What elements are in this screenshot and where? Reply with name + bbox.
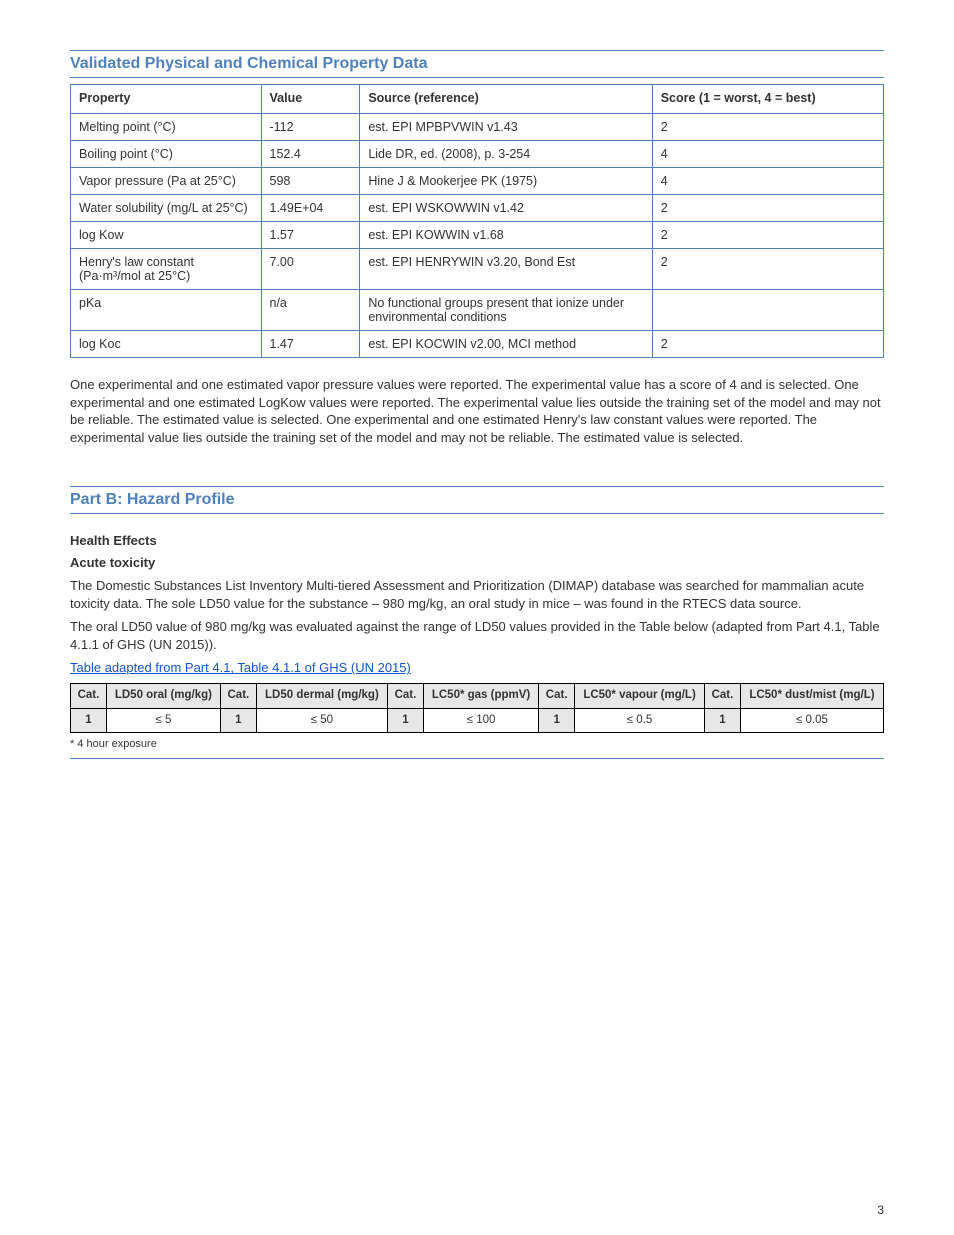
ld50-header-row: Cat.LD50 oral (mg/kg)Cat.LD50 dermal (mg… [71, 684, 884, 709]
properties-table: Property Value Source (reference) Score … [70, 84, 884, 358]
acute-toxicity-para-2: The oral LD50 value of 980 mg/kg was eva… [70, 618, 884, 653]
heading-health-effects: Health Effects [70, 532, 884, 550]
ld50-cell: ≤ 0.5 [575, 708, 705, 733]
table-cell: Melting point (°C) [71, 114, 262, 141]
section-title-validated-properties: Validated Physical and Chemical Property… [70, 50, 884, 78]
table-row: pKan/aNo functional groups present that … [71, 290, 884, 331]
table-cell: pKa [71, 290, 262, 331]
props-col-value: Value [261, 85, 360, 114]
ld50-lookup-table: Cat.LD50 oral (mg/kg)Cat.LD50 dermal (mg… [70, 683, 884, 733]
table-cell: log Kow [71, 222, 262, 249]
table-row: log Kow1.57est. EPI KOWWIN v1.682 [71, 222, 884, 249]
table-cell: est. EPI WSKOWWIN v1.42 [360, 195, 652, 222]
acute-toxicity-para-1: The Domestic Substances List Inventory M… [70, 577, 884, 612]
heading-acute-toxicity: Acute toxicity [70, 554, 884, 572]
table-row: Water solubility (mg/L at 25°C)1.49E+04e… [71, 195, 884, 222]
ld50-col: Cat. [220, 684, 256, 709]
table-cell: 1.57 [261, 222, 360, 249]
ld50-cell: 1 [704, 708, 740, 733]
table-row: log Koc1.47est. EPI KOCWIN v2.00, MCI me… [71, 331, 884, 358]
properties-commentary: One experimental and one estimated vapor… [70, 376, 884, 446]
ld50-col: LD50 dermal (mg/kg) [256, 684, 387, 709]
table-cell: 4 [652, 168, 883, 195]
section-title-part-b: Part B: Hazard Profile [70, 486, 884, 514]
table-cell: No functional groups present that ionize… [360, 290, 652, 331]
table-cell: -112 [261, 114, 360, 141]
table-cell: 2 [652, 249, 883, 290]
ld50-col: Cat. [539, 684, 575, 709]
ld50-cell: 1 [387, 708, 423, 733]
footer-rule [70, 758, 884, 759]
table-cell: 152.4 [261, 141, 360, 168]
table-cell: 7.00 [261, 249, 360, 290]
props-col-source: Source (reference) [360, 85, 652, 114]
table-cell: 1.47 [261, 331, 360, 358]
table-cell: Lide DR, ed. (2008), p. 3-254 [360, 141, 652, 168]
table-cell: log Koc [71, 331, 262, 358]
ld50-cell: 1 [539, 708, 575, 733]
props-col-property: Property [71, 85, 262, 114]
ld50-col: LC50* dust/mist (mg/L) [740, 684, 883, 709]
ld50-col: LD50 oral (mg/kg) [106, 684, 220, 709]
ld50-cell: 1 [71, 708, 107, 733]
table-cell: 1.49E+04 [261, 195, 360, 222]
ld50-cell: 1 [220, 708, 256, 733]
table-cell: 598 [261, 168, 360, 195]
table-row: Vapor pressure (Pa at 25°C)598Hine J & M… [71, 168, 884, 195]
props-col-score: Score (1 = worst, 4 = best) [652, 85, 883, 114]
ld50-col: LC50* vapour (mg/L) [575, 684, 705, 709]
properties-table-body: Melting point (°C)-112est. EPI MPBPVWIN … [71, 114, 884, 358]
page-number: 3 [877, 1203, 884, 1217]
ld50-cell: ≤ 0.05 [740, 708, 883, 733]
table-cell: Vapor pressure (Pa at 25°C) [71, 168, 262, 195]
table-row: Boiling point (°C)152.4Lide DR, ed. (200… [71, 141, 884, 168]
table-row: Henry's law constant (Pa·m³/mol at 25°C)… [71, 249, 884, 290]
ld50-col: Cat. [704, 684, 740, 709]
ld50-cell: ≤ 50 [256, 708, 387, 733]
table-cell: 2 [652, 195, 883, 222]
table-cell: est. EPI HENRYWIN v3.20, Bond Est [360, 249, 652, 290]
table-cell: 4 [652, 141, 883, 168]
table-cell [652, 290, 883, 331]
table-cell: Henry's law constant (Pa·m³/mol at 25°C) [71, 249, 262, 290]
ld50-col: Cat. [387, 684, 423, 709]
table-row: Melting point (°C)-112est. EPI MPBPVWIN … [71, 114, 884, 141]
ghs-table-link[interactable]: Table adapted from Part 4.1, Table 4.1.1… [70, 660, 411, 675]
table-cell: est. EPI MPBPVWIN v1.43 [360, 114, 652, 141]
table-cell: 2 [652, 222, 883, 249]
ld50-col: LC50* gas (ppmV) [423, 684, 538, 709]
table-cell: Boiling point (°C) [71, 141, 262, 168]
table-cell: Hine J & Mookerjee PK (1975) [360, 168, 652, 195]
ld50-row: 1≤ 51≤ 501≤ 1001≤ 0.51≤ 0.05 [71, 708, 884, 733]
table-cell: n/a [261, 290, 360, 331]
table-cell: Water solubility (mg/L at 25°C) [71, 195, 262, 222]
ld50-footnote: * 4 hour exposure [70, 737, 884, 752]
table-cell: 2 [652, 331, 883, 358]
table-cell: 2 [652, 114, 883, 141]
table-cell: est. EPI KOCWIN v2.00, MCI method [360, 331, 652, 358]
table-cell: est. EPI KOWWIN v1.68 [360, 222, 652, 249]
ld50-col: Cat. [71, 684, 107, 709]
ld50-cell: ≤ 5 [106, 708, 220, 733]
ld50-cell: ≤ 100 [423, 708, 538, 733]
ld50-body: 1≤ 51≤ 501≤ 1001≤ 0.51≤ 0.05 [71, 708, 884, 733]
